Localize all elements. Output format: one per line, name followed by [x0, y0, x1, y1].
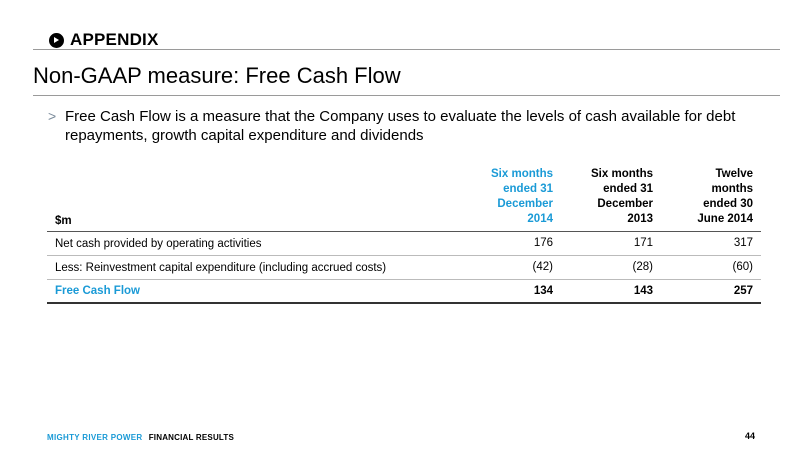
column-header-line: December — [497, 198, 553, 210]
column-header-line: Six months — [491, 168, 553, 180]
table-cell: (60) — [732, 261, 753, 273]
footer-brand: MIGHTY RIVER POWER — [47, 433, 143, 442]
column-header-h1-2015: Six months ended 31 December 2014 — [461, 167, 561, 227]
section-header: APPENDIX — [49, 30, 159, 50]
footer: MIGHTY RIVER POWER FINANCIAL RESULTS — [47, 433, 234, 442]
table-cell: 317 — [733, 237, 753, 249]
table-total-row: Free Cash Flow 134 143 257 — [47, 280, 761, 304]
table-cell: 171 — [633, 237, 653, 249]
column-header-line: ended 31 — [603, 183, 653, 195]
page-title: Non-GAAP measure: Free Cash Flow — [33, 63, 401, 88]
title-divider — [33, 95, 780, 96]
section-label: APPENDIX — [70, 30, 159, 49]
bullet-marker-icon: > — [48, 108, 57, 124]
column-header-line: ended 30 — [703, 198, 753, 210]
free-cash-flow-table: $m Six months ended 31 December 2014 Six… — [47, 168, 761, 304]
table-row: Less: Reinvestment capital expenditure (… — [47, 256, 761, 280]
unit-label: $m — [55, 215, 72, 227]
table-cell: (28) — [632, 261, 653, 273]
total-cell: 143 — [633, 284, 653, 297]
column-header-line: June 2014 — [697, 213, 753, 225]
column-header-h1-2014: Six months ended 31 December 2013 — [561, 167, 661, 227]
header-divider — [33, 49, 780, 50]
column-header-line: ended 31 — [503, 183, 553, 195]
column-header-line: Twelve — [715, 168, 754, 180]
footer-section: FINANCIAL RESULTS — [148, 433, 235, 442]
table-row: Net cash provided by operating activitie… — [47, 232, 761, 256]
column-header-line: Six months — [591, 168, 653, 180]
column-header-line: December — [597, 198, 653, 210]
total-label: Free Cash Flow — [55, 285, 140, 297]
total-cell: 257 — [733, 284, 753, 297]
play-circle-icon — [49, 32, 64, 48]
bullet-point: > Free Cash Flow is a measure that the C… — [48, 107, 748, 145]
page-number: 44 — [744, 431, 755, 441]
table-header-row: $m Six months ended 31 December 2014 Six… — [47, 168, 761, 232]
row-label: Less: Reinvestment capital expenditure (… — [55, 261, 387, 274]
bullet-text: Free Cash Flow is a measure that the Com… — [65, 108, 736, 144]
column-header-fy2014: Twelve months ended 30 June 2014 — [661, 167, 761, 227]
column-header-line: months — [711, 183, 753, 195]
table-cell: 176 — [533, 237, 553, 249]
column-header-line: 2014 — [527, 213, 553, 225]
row-label: Net cash provided by operating activitie… — [55, 237, 262, 250]
column-header-line: 2013 — [627, 213, 653, 225]
total-cell: 134 — [533, 284, 553, 297]
table-cell: (42) — [532, 261, 553, 273]
